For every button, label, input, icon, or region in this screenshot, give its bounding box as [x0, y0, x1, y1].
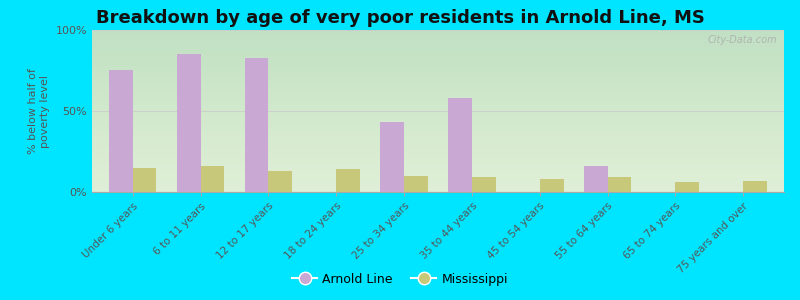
Bar [584, 166, 608, 192]
Bar [743, 181, 767, 192]
Y-axis label: % below half of
poverty level: % below half of poverty level [28, 68, 50, 154]
Bar [177, 54, 201, 192]
Bar [268, 171, 292, 192]
Bar [448, 98, 472, 192]
Bar [404, 176, 428, 192]
Legend: Arnold Line, Mississippi: Arnold Line, Mississippi [287, 268, 513, 291]
Bar [380, 122, 404, 192]
Text: Breakdown by age of very poor residents in Arnold Line, MS: Breakdown by age of very poor residents … [95, 9, 705, 27]
Bar [540, 179, 563, 192]
Bar [109, 70, 133, 192]
Text: City-Data.com: City-Data.com [707, 35, 777, 45]
Bar [608, 177, 631, 192]
Bar [336, 169, 360, 192]
Bar [675, 182, 699, 192]
Bar [245, 58, 268, 192]
Bar [133, 168, 157, 192]
Bar [472, 177, 496, 192]
Bar [201, 166, 224, 192]
